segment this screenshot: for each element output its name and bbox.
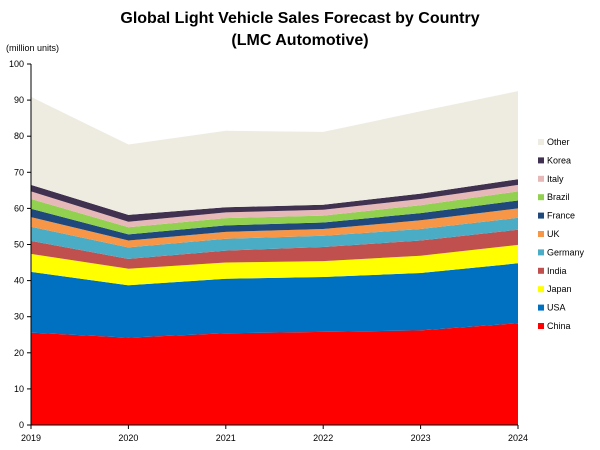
legend-swatch-other (538, 139, 544, 145)
legend-swatch-usa (538, 304, 544, 311)
legend-label-uk: UK (547, 229, 560, 239)
y-tick-label: 60 (14, 203, 24, 213)
y-tick-label: 90 (14, 95, 24, 105)
legend-swatch-italy (538, 175, 544, 182)
y-tick-label: 10 (14, 384, 24, 394)
legend-swatch-japan (538, 286, 544, 293)
legend-label-france: France (547, 211, 575, 221)
y-tick-label: 40 (14, 276, 24, 286)
area-japan (31, 244, 518, 286)
y-tick-label: 70 (14, 167, 24, 177)
area-other (31, 91, 518, 215)
legend-swatch-korea (538, 157, 544, 164)
legend-label-japan: Japan (547, 284, 572, 294)
legend-label-brazil: Brazil (547, 192, 570, 202)
area-china (31, 323, 518, 425)
legend-label-other: Other (547, 137, 570, 147)
legend-swatch-france (538, 212, 544, 219)
x-tick-label: 2020 (118, 433, 138, 443)
legend-swatch-india (538, 267, 544, 274)
legend-label-china: China (547, 321, 571, 331)
legend-swatch-uk (538, 231, 544, 237)
legend-label-korea: Korea (547, 155, 571, 165)
x-tick-label: 2019 (21, 433, 41, 443)
legend-label-germany: Germany (547, 247, 585, 257)
legend-label-usa: USA (547, 303, 566, 313)
chart-subtitle: (LMC Automotive) (231, 32, 369, 49)
legend: Other Korea Italy Brazil France UK Germany Indi… (538, 137, 585, 331)
axes-layer: 0 10 20 30 40 50 60 70 80 90 100 2019 2020 2021 2022 20… (9, 59, 528, 443)
y-axis-unit-label: (million units) (6, 43, 60, 53)
legend-label-italy: Italy (547, 174, 564, 184)
area-india (31, 229, 518, 269)
y-tick-label: 0 (19, 420, 24, 430)
legend-label-india: India (547, 266, 567, 276)
y-tick-label: 20 (14, 348, 24, 358)
legend-swatch-brazil (538, 194, 544, 201)
legend-swatch-china (538, 323, 544, 329)
area-germany (31, 217, 518, 259)
area-brazil (31, 191, 518, 235)
x-tick-label: 2021 (216, 433, 236, 443)
x-tick-label: 2022 (313, 433, 333, 443)
area-layer (31, 91, 518, 425)
y-tick-label: 30 (14, 312, 24, 322)
area-usa (31, 263, 518, 338)
area-uk (31, 208, 518, 248)
x-tick-label: 2023 (411, 433, 431, 443)
y-tick-label: 50 (14, 240, 24, 250)
chart-title: Global Light Vehicle Sales Forecast by C… (120, 10, 480, 27)
y-tick-label: 80 (14, 131, 24, 141)
legend-swatch-germany (538, 249, 544, 256)
x-tick-label: 2024 (508, 433, 528, 443)
y-tick-label: 100 (9, 59, 24, 69)
